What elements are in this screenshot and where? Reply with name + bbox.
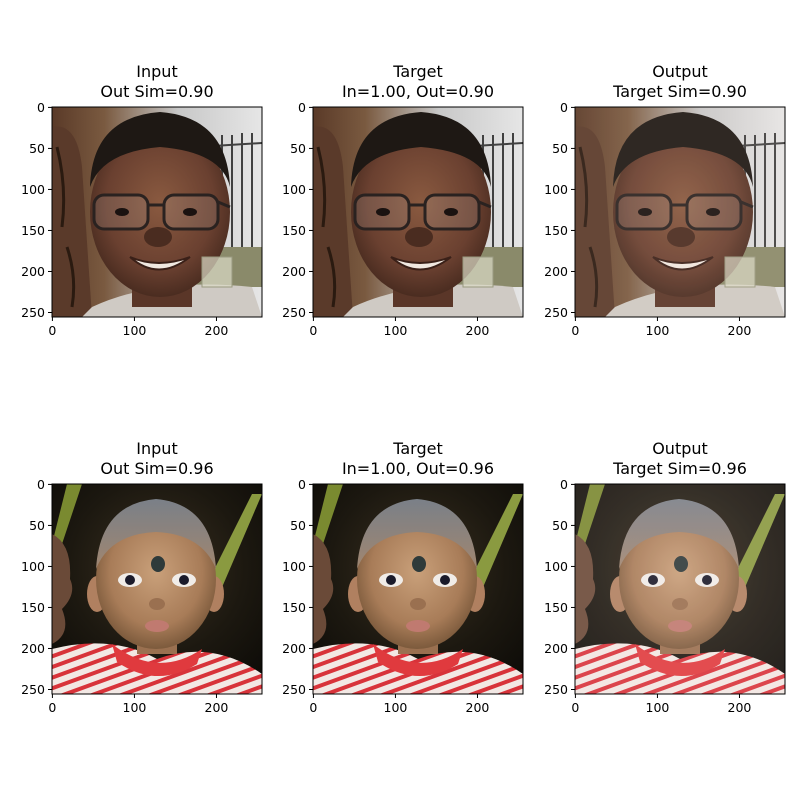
y-tick-label: 100	[21, 182, 45, 197]
panel-subtitle: Target Sim=0.96	[612, 459, 747, 478]
y-tick-label: 200	[282, 641, 306, 656]
y-tick-label: 50	[290, 518, 306, 533]
panel-title: Target	[392, 62, 443, 81]
axes-frame	[51, 483, 263, 695]
x-tick-label: 0	[571, 700, 579, 715]
axes-frame	[51, 106, 263, 318]
x-tick-label: 0	[309, 323, 317, 338]
y-tick-label: 250	[282, 682, 306, 697]
x-tick-label: 100	[123, 700, 147, 715]
y-tick-label: 200	[544, 264, 568, 279]
toddler-photo	[52, 484, 262, 694]
toddler-photo	[575, 484, 785, 694]
y-tick-label: 150	[544, 223, 568, 238]
man-photo	[313, 107, 523, 317]
x-tick-label: 200	[205, 323, 229, 338]
y-tick-label: 50	[29, 141, 45, 156]
y-tick-label: 250	[282, 305, 306, 320]
y-tick-label: 0	[37, 100, 45, 115]
y-tick-label: 200	[21, 641, 45, 656]
y-tick-label: 50	[552, 518, 568, 533]
y-tick-label: 100	[544, 182, 568, 197]
axes-frame	[312, 483, 524, 695]
y-tick-label: 250	[21, 305, 45, 320]
x-tick-label: 100	[646, 323, 670, 338]
y-tick-label: 100	[282, 182, 306, 197]
y-tick-label: 0	[560, 100, 568, 115]
y-tick-label: 100	[282, 559, 306, 574]
y-tick-label: 200	[544, 641, 568, 656]
y-tick-label: 0	[560, 477, 568, 492]
y-tick-label: 150	[21, 600, 45, 615]
x-tick-label: 100	[646, 700, 670, 715]
x-tick-label: 200	[205, 700, 229, 715]
axes-frame	[574, 483, 786, 695]
y-tick-label: 150	[282, 223, 306, 238]
x-tick-label: 0	[571, 323, 579, 338]
y-tick-label: 0	[298, 100, 306, 115]
x-tick-label: 200	[728, 700, 752, 715]
axes-frame	[574, 106, 786, 318]
y-tick-label: 250	[544, 305, 568, 320]
x-tick-label: 200	[728, 323, 752, 338]
panel-title: Input	[136, 439, 177, 458]
y-tick-label: 150	[282, 600, 306, 615]
y-tick-label: 50	[290, 141, 306, 156]
toddler-photo	[313, 484, 523, 694]
y-tick-label: 150	[544, 600, 568, 615]
man-photo	[575, 107, 785, 317]
y-tick-label: 50	[29, 518, 45, 533]
panel-subtitle: Target Sim=0.90	[612, 82, 747, 101]
panel-subtitle: In=1.00, Out=0.96	[342, 459, 494, 478]
y-tick-label: 250	[544, 682, 568, 697]
panel-subtitle: Out Sim=0.96	[100, 459, 213, 478]
panel-subtitle: In=1.00, Out=0.90	[342, 82, 494, 101]
axes-frame	[312, 106, 524, 318]
panel-title: Input	[136, 62, 177, 81]
y-tick-label: 200	[21, 264, 45, 279]
x-tick-label: 0	[48, 700, 56, 715]
y-tick-label: 0	[298, 477, 306, 492]
y-tick-label: 100	[544, 559, 568, 574]
y-tick-label: 200	[282, 264, 306, 279]
man-photo	[52, 107, 262, 317]
y-tick-label: 100	[21, 559, 45, 574]
x-tick-label: 200	[466, 700, 490, 715]
panel-title: Output	[652, 62, 708, 81]
x-tick-label: 200	[466, 323, 490, 338]
y-tick-label: 150	[21, 223, 45, 238]
panel-title: Output	[652, 439, 708, 458]
y-tick-label: 250	[21, 682, 45, 697]
x-tick-label: 0	[48, 323, 56, 338]
x-tick-label: 100	[384, 323, 408, 338]
x-tick-label: 0	[309, 700, 317, 715]
panel-title: Target	[392, 439, 443, 458]
x-tick-label: 100	[123, 323, 147, 338]
panel-subtitle: Out Sim=0.90	[100, 82, 213, 101]
y-tick-label: 0	[37, 477, 45, 492]
y-tick-label: 50	[552, 141, 568, 156]
x-tick-label: 100	[384, 700, 408, 715]
